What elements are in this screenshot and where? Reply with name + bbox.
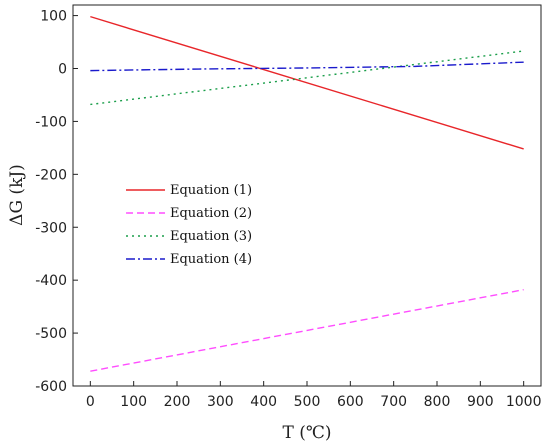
- y-tick-label: -500: [35, 326, 67, 342]
- x-tick-label: 400: [250, 394, 277, 410]
- x-tick-label: 300: [207, 394, 234, 410]
- series-line-1: [90, 15, 524, 150]
- legend-label-4: Equation (4): [170, 252, 252, 267]
- legend-label-1: Equation (1): [170, 183, 252, 198]
- y-tick-label: 0: [58, 62, 67, 78]
- series-line-2: [90, 289, 524, 372]
- y-tick-label: -400: [35, 273, 67, 289]
- x-tick-label: 0: [86, 394, 95, 410]
- y-tick-label: -600: [35, 379, 67, 395]
- y-tick-label: -100: [35, 114, 67, 130]
- series-line-3: [90, 50, 524, 106]
- x-tick-label: 800: [424, 394, 451, 410]
- legend-label-3: Equation (3): [170, 229, 252, 244]
- series-line-4: [90, 61, 524, 72]
- y-tick-label: 100: [40, 9, 67, 25]
- legend-label-2: Equation (2): [170, 206, 252, 221]
- x-tick-label: 200: [164, 394, 191, 410]
- y-tick-label: -300: [35, 220, 67, 236]
- series-group: [90, 15, 524, 372]
- x-tick-label: 700: [380, 394, 407, 410]
- x-tick-label: 1000: [506, 394, 542, 410]
- x-tick-label: 900: [467, 394, 494, 410]
- y-axis-title: ΔG (kJ): [7, 164, 27, 226]
- y-tick-label: -200: [35, 167, 67, 183]
- legend: Equation (1) Equation (2) Equation (3) Equa…: [126, 183, 252, 267]
- axis-ticks: 0 100 200 300 400 500 600 700 800 900 10001000-100…: [35, 9, 541, 410]
- plot-frame: [72, 4, 542, 387]
- x-tick-label: 600: [337, 394, 364, 410]
- x-tick-label: 500: [294, 394, 321, 410]
- x-tick-label: 100: [120, 394, 147, 410]
- x-axis-title: T (℃): [282, 423, 331, 443]
